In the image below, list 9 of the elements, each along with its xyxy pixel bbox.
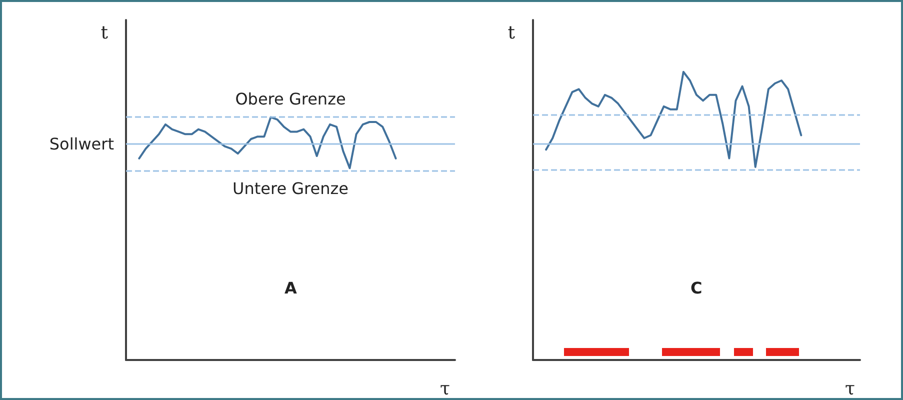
y-axis-title: t [100,22,109,44]
x-axis-title: τ [440,378,450,400]
annotation: A [284,278,298,298]
x-axis-title: τ [845,378,856,400]
ref-line-label: Obere Grenze [235,90,346,109]
y-axis-title: t [508,22,516,44]
ref-line-label: Untere Grenze [232,179,348,198]
ref-line-label: Sollwert [49,134,114,154]
annotation: C [690,278,702,298]
